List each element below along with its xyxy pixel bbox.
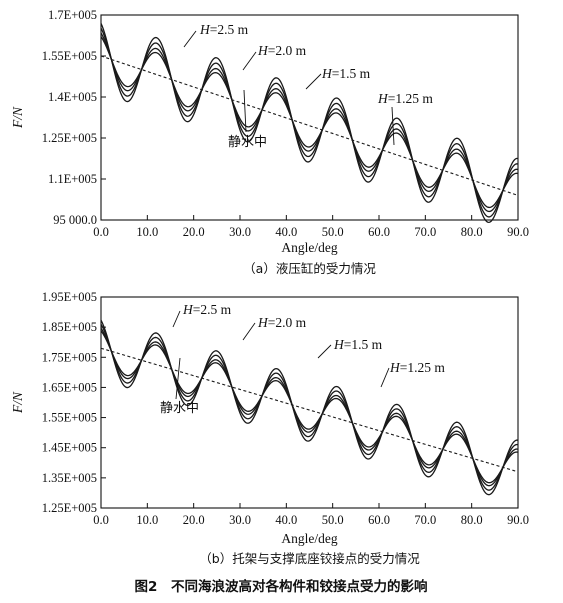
series-line-3: [100, 330, 519, 484]
x-tick-label: 40.0: [275, 225, 297, 239]
x-tick-label: 30.0: [229, 225, 251, 239]
chart-panel-b: 0.0 10.0 20.0 30.0 40.0 50.0 60.0 70.0 80.0 90.0 1…: [10, 290, 529, 566]
x-axis-label: Angle/deg: [281, 531, 337, 546]
series-label: H=1.5 m: [333, 337, 383, 352]
annotation-leader: [317, 344, 332, 359]
y-tick-label: 1.7E+005: [48, 8, 97, 22]
y-tick-label: 1.55E+005: [42, 49, 97, 63]
x-tick-label: 70.0: [414, 513, 436, 527]
annotation-leader: [243, 89, 247, 133]
annotation-leader: [380, 367, 390, 388]
figure-caption: 图2 不同海浪波高对各构件和铰接点受力的影响: [135, 578, 428, 595]
y-tick-label: 1.4E+005: [48, 90, 97, 104]
series-still-water-line: [100, 55, 519, 196]
plot-frame: [100, 14, 519, 221]
y-axis-label: F/N: [10, 391, 25, 414]
y-tick-label: 1.85E+005: [42, 320, 97, 334]
y-tick-label: 1.65E+005: [42, 380, 97, 394]
series-label: H=2.0 m: [257, 43, 307, 58]
series-label: H=1.5 m: [321, 66, 371, 81]
x-tick-label: 50.0: [322, 225, 344, 239]
x-tick-label: 10.0: [136, 513, 158, 527]
annotation-leader: [172, 310, 181, 328]
x-tick-label: 20.0: [183, 513, 205, 527]
plot-frame: [100, 296, 519, 509]
y-tick-label: 1.75E+005: [42, 350, 97, 364]
x-tick-label: 50.0: [322, 513, 344, 527]
x-tick-label: 60.0: [368, 513, 390, 527]
y-tick-label: 1.45E+005: [42, 441, 97, 455]
annotation-leader: [242, 322, 256, 341]
annotation-leader: [242, 51, 257, 71]
x-tick-label: 90.0: [507, 513, 529, 527]
x-axis-label: Angle/deg: [281, 240, 337, 255]
y-tick-label: 1.25E+005: [42, 131, 97, 145]
x-tick-label: 30.0: [229, 513, 251, 527]
x-tick-label: 80.0: [461, 513, 483, 527]
x-tick-label: 80.0: [461, 225, 483, 239]
x-tick-label: 0.0: [93, 513, 109, 527]
chart-panel-a: 0.0 10.0 20.0 30.0 40.0 50.0 60.0 70.0 80.0 90.0 9…: [10, 8, 529, 276]
y-tick-label: 95 000.0: [53, 213, 97, 227]
x-tick-label: 60.0: [368, 225, 390, 239]
x-tick-label: 70.0: [414, 225, 436, 239]
x-tick-label: 20.0: [183, 225, 205, 239]
series-label: H=2.5 m: [182, 302, 232, 317]
x-tick-label: 0.0: [93, 225, 109, 239]
y-tick-label: 1.95E+005: [42, 290, 97, 304]
annotation-leader: [305, 73, 322, 90]
y-axis-label: F/N: [10, 106, 25, 129]
y-tick-label: 1.25E+005: [42, 501, 97, 515]
x-tick-label: 40.0: [275, 513, 297, 527]
annotation-leader: [391, 106, 395, 146]
subcaption: （b）托架与支撑底座铰接点的受力情况: [199, 551, 420, 566]
y-tick-label: 1.35E+005: [42, 471, 97, 485]
series-label: 静水中: [228, 135, 267, 150]
series-still-water-line: [100, 347, 519, 473]
y-tick-label: 1.1E+005: [48, 172, 97, 186]
series-label: H=2.5 m: [199, 22, 249, 37]
subcaption: （a）液压缸的受力情况: [243, 261, 376, 276]
y-tick-label: 1.55E+005: [42, 411, 97, 425]
x-tick-label: 10.0: [136, 225, 158, 239]
series-label: 静水中: [160, 401, 199, 416]
x-tick-label: 90.0: [507, 225, 529, 239]
annotation-leader: [183, 30, 197, 48]
series-line-3: [100, 36, 519, 209]
annotation-leader: [175, 357, 181, 400]
series-label: H=1.25 m: [377, 91, 433, 106]
series-label: H=1.25 m: [389, 360, 445, 375]
series-label: H=2.0 m: [257, 315, 307, 330]
